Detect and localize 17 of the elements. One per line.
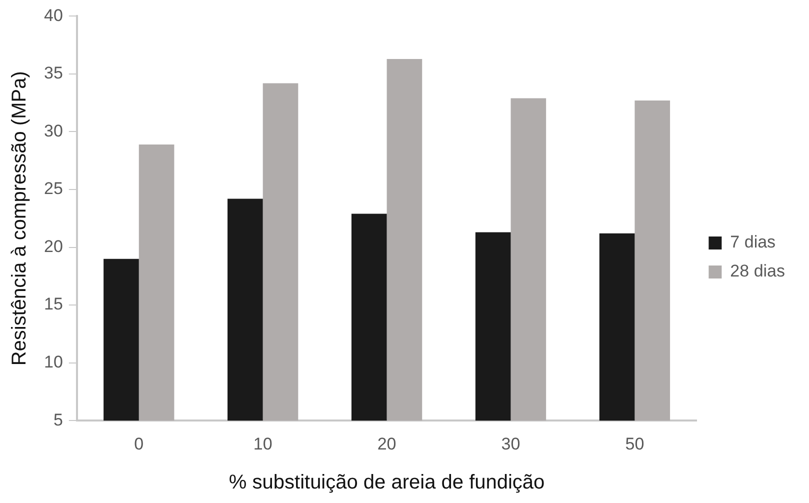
x-tick-label: 50 (625, 434, 644, 454)
y-tick-label: 35 (44, 64, 63, 83)
y-tick-label: 30 (44, 121, 63, 140)
y-tick-label: 20 (44, 236, 63, 256)
y-tick-label: 25 (44, 179, 63, 198)
x-tick-label: 0 (134, 434, 144, 454)
legend-label: 28 dias (730, 262, 786, 281)
y-axis-title: Resistência à compressão (MPa) (8, 71, 31, 366)
y-tick-label: 5 (53, 410, 63, 430)
x-axis-title: % substituição de areia de fundição (228, 472, 545, 494)
y-tick-label: 40 (44, 6, 63, 25)
x-tick-label: 30 (501, 434, 520, 454)
y-tick-label: 10 (44, 352, 63, 372)
y-tick-label: 15 (44, 294, 63, 314)
legend-label: 7 dias (730, 232, 776, 252)
x-tick-label: 10 (253, 434, 272, 454)
x-tick-label: 20 (377, 434, 396, 454)
